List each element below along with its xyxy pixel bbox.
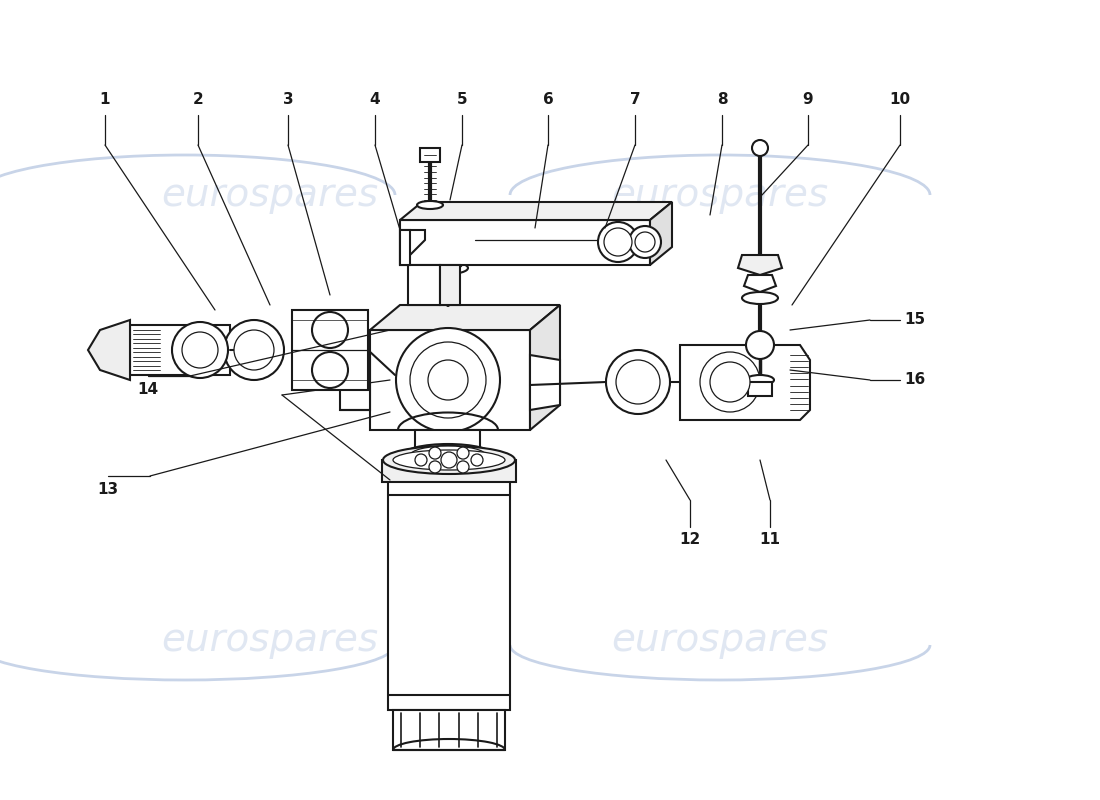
Circle shape	[429, 461, 441, 473]
Ellipse shape	[428, 262, 468, 274]
Circle shape	[429, 447, 441, 459]
Circle shape	[710, 362, 750, 402]
Circle shape	[441, 452, 456, 468]
Circle shape	[312, 352, 348, 388]
Polygon shape	[650, 202, 672, 265]
Polygon shape	[530, 305, 560, 430]
Circle shape	[428, 360, 468, 400]
Circle shape	[606, 350, 670, 414]
Text: 9: 9	[803, 93, 813, 107]
Text: 10: 10	[890, 93, 911, 107]
Polygon shape	[400, 230, 425, 265]
Polygon shape	[340, 355, 370, 410]
Polygon shape	[292, 310, 368, 390]
Text: 5: 5	[456, 93, 468, 107]
Polygon shape	[440, 265, 460, 305]
Text: eurospares: eurospares	[612, 176, 828, 214]
Text: eurospares: eurospares	[612, 621, 828, 659]
Text: 11: 11	[759, 533, 781, 547]
Bar	[382, 460, 516, 482]
Polygon shape	[370, 330, 530, 430]
Bar	[748, 382, 772, 396]
Circle shape	[415, 454, 427, 466]
Text: 16: 16	[904, 373, 925, 387]
Circle shape	[312, 312, 348, 348]
Polygon shape	[88, 320, 130, 380]
Ellipse shape	[746, 375, 774, 385]
Circle shape	[700, 352, 760, 412]
Ellipse shape	[403, 444, 493, 466]
Text: 2: 2	[192, 93, 204, 107]
Circle shape	[604, 228, 632, 256]
Text: 7: 7	[629, 93, 640, 107]
Polygon shape	[408, 265, 440, 305]
Circle shape	[746, 331, 774, 359]
Ellipse shape	[410, 446, 485, 464]
Polygon shape	[400, 230, 410, 265]
Ellipse shape	[417, 201, 443, 209]
Text: eurospares: eurospares	[162, 621, 378, 659]
Ellipse shape	[742, 292, 778, 304]
Polygon shape	[370, 305, 560, 330]
Ellipse shape	[393, 450, 505, 470]
Text: 13: 13	[98, 482, 119, 498]
Circle shape	[616, 360, 660, 404]
Text: 8: 8	[717, 93, 727, 107]
Bar	[393, 710, 505, 750]
Text: 15: 15	[904, 313, 925, 327]
Circle shape	[598, 222, 638, 262]
Polygon shape	[400, 220, 650, 265]
Circle shape	[224, 320, 284, 380]
Circle shape	[410, 342, 486, 418]
Circle shape	[456, 461, 469, 473]
Text: 6: 6	[542, 93, 553, 107]
Text: 4: 4	[370, 93, 381, 107]
Text: 3: 3	[283, 93, 294, 107]
Circle shape	[471, 454, 483, 466]
Polygon shape	[400, 202, 672, 220]
Circle shape	[234, 330, 274, 370]
Text: 14: 14	[138, 382, 158, 398]
Circle shape	[456, 447, 469, 459]
Polygon shape	[738, 255, 782, 275]
Text: 1: 1	[100, 93, 110, 107]
Circle shape	[752, 140, 768, 156]
Polygon shape	[530, 355, 560, 410]
Circle shape	[396, 328, 500, 432]
Ellipse shape	[434, 261, 462, 270]
Circle shape	[182, 332, 218, 368]
Polygon shape	[130, 325, 230, 375]
Bar	[388, 480, 510, 710]
Polygon shape	[744, 275, 775, 292]
Bar	[415, 430, 480, 455]
Bar	[420, 148, 440, 162]
Circle shape	[635, 232, 654, 252]
Polygon shape	[680, 345, 810, 420]
Ellipse shape	[383, 446, 515, 474]
Text: 12: 12	[680, 533, 701, 547]
Circle shape	[629, 226, 661, 258]
Circle shape	[172, 322, 228, 378]
Text: eurospares: eurospares	[162, 176, 378, 214]
